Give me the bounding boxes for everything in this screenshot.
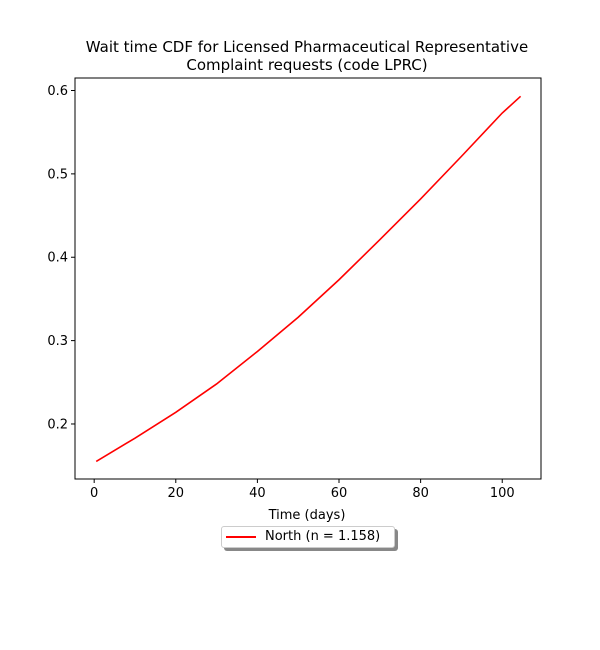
chart-title-line-2: Complaint requests (code LPRC): [186, 56, 427, 74]
y-tick-label: 0.5: [47, 167, 68, 182]
y-tick-label: 0.6: [47, 84, 68, 99]
x-tick-label: 100: [490, 486, 515, 501]
legend: North (n = 1.158): [221, 526, 395, 548]
y-tick-label: 0.2: [47, 417, 68, 432]
y-tick-label: 0.3: [47, 334, 68, 349]
plot-frame: [74, 77, 542, 480]
x-tick-label: 80: [412, 486, 429, 501]
chart-title-line-1: Wait time CDF for Licensed Pharmaceutica…: [86, 38, 528, 56]
x-tick-label: 40: [249, 486, 266, 501]
series-line-north: [95, 95, 522, 463]
x-tick-label: 20: [168, 486, 185, 501]
x-tick-label: 60: [331, 486, 348, 501]
legend-swatch-north: [226, 536, 256, 538]
legend-label-north: North (n = 1.158): [265, 529, 381, 544]
y-tick-label: 0.4: [47, 251, 68, 266]
x-axis-label: Time (days): [268, 508, 346, 523]
plot-marks: 0 20 40 60 80 100 0.2 0.3 0.4 0.5 0.6: [47, 84, 522, 501]
x-tick-label: 0: [90, 486, 98, 501]
